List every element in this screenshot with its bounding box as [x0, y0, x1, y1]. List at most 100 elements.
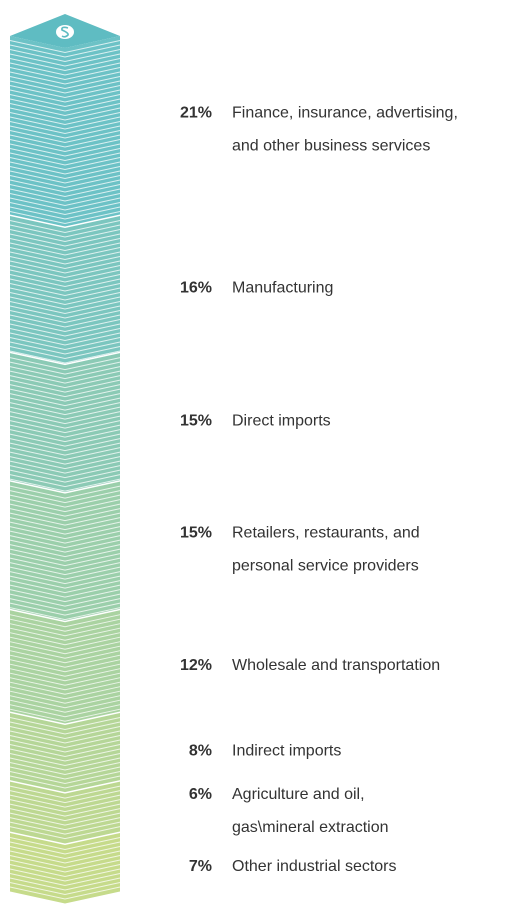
bill-edge — [9, 485, 121, 499]
bill-edge — [9, 89, 121, 103]
bill-edge — [9, 850, 121, 864]
money-stack — [9, 14, 121, 904]
bill-edge — [9, 309, 121, 323]
bill-edge — [9, 607, 121, 621]
bill-edge — [9, 125, 121, 139]
bill-edge — [9, 451, 121, 465]
percent-label: 16% — [180, 280, 212, 297]
bill-edge — [9, 273, 121, 287]
bill-edge — [9, 397, 121, 411]
bill-edge — [9, 512, 121, 526]
bill-edge — [9, 121, 121, 135]
bill-edge — [9, 296, 121, 310]
bill-edge — [9, 785, 121, 799]
bill-edge — [9, 456, 121, 470]
bill-edge — [9, 859, 121, 873]
bill-edge — [9, 447, 121, 461]
bill-edge — [9, 826, 121, 840]
bill-edge — [9, 278, 121, 292]
bill-edge — [9, 645, 121, 659]
bill-edge — [9, 855, 121, 869]
bill-edge — [9, 744, 121, 758]
bill-edge — [9, 53, 121, 67]
percent-label: 6% — [189, 786, 212, 803]
bill-edge — [9, 704, 121, 718]
bill-edge — [9, 650, 121, 664]
category-label: Retailers, restaurants, and — [232, 525, 420, 542]
bill-edge — [9, 575, 121, 589]
bill-edge — [9, 757, 121, 771]
bill-edge — [9, 589, 121, 603]
bill-edge — [9, 717, 121, 731]
bill-edge — [9, 219, 121, 233]
bill-edge — [9, 103, 121, 117]
bill-edge — [9, 799, 121, 813]
bill-edge — [9, 228, 121, 242]
category-label: Agriculture and oil, — [232, 786, 365, 803]
category-label: Finance, insurance, advertising, — [232, 105, 458, 122]
bill-edge — [9, 224, 121, 238]
bill-edge — [9, 188, 121, 202]
bill-edge — [9, 67, 121, 81]
bill-edge — [9, 80, 121, 94]
bill-edge — [9, 748, 121, 762]
category-label: gas\mineral extraction — [232, 819, 389, 836]
bill-edge — [9, 886, 121, 900]
bill-edge — [9, 726, 121, 740]
bill-edge — [9, 139, 121, 153]
bill-edge — [9, 766, 121, 780]
bill-edge — [9, 672, 121, 686]
bill-edge — [9, 841, 121, 855]
stack-segment — [10, 353, 120, 493]
category-label: Other industrial sectors — [232, 858, 397, 875]
bill-edge — [9, 442, 121, 456]
bill-edge — [9, 460, 121, 474]
bill-edge — [9, 530, 121, 544]
bill-edge — [9, 602, 121, 616]
bill-edge — [9, 474, 121, 488]
bill-edge — [9, 663, 121, 677]
bill-edge — [9, 686, 121, 700]
bill-edge — [9, 433, 121, 447]
bill-edge — [9, 197, 121, 211]
bill-edge — [9, 636, 121, 650]
bill-edge — [9, 44, 121, 58]
bill-edge — [9, 877, 121, 891]
bill-edge — [9, 794, 121, 808]
bill-edge — [9, 345, 121, 359]
bill-edge — [9, 323, 121, 337]
bill-edge — [9, 424, 121, 438]
percent-label: 12% — [180, 657, 212, 674]
stack-segment — [10, 833, 120, 904]
bill-edge — [9, 206, 121, 220]
bill-edge — [9, 730, 121, 744]
category-label: and other business services — [232, 138, 430, 155]
bill-edge — [9, 598, 121, 612]
bill-edge — [9, 517, 121, 531]
bill-edge — [9, 753, 121, 767]
bill-edge — [9, 721, 121, 735]
bill-edge — [9, 618, 121, 632]
bill-edge — [9, 393, 121, 407]
bill-edge — [9, 85, 121, 99]
bill-edge — [9, 882, 121, 896]
bill-edge — [9, 846, 121, 860]
bill-edge — [9, 406, 121, 420]
bill-edge — [9, 411, 121, 425]
bill-edge — [9, 503, 121, 517]
bill-edge — [9, 499, 121, 513]
bill-edge — [9, 379, 121, 393]
bill-edge — [9, 233, 121, 247]
bill-edge — [9, 548, 121, 562]
bill-edge — [9, 623, 121, 637]
stack-segment — [10, 481, 120, 621]
bill-edge — [9, 790, 121, 804]
bill-edge — [9, 508, 121, 522]
bill-edge — [9, 107, 121, 121]
bill-edge — [9, 739, 121, 753]
bill-edge — [9, 341, 121, 355]
bill-edge — [9, 808, 121, 822]
bill-edge — [9, 375, 121, 389]
